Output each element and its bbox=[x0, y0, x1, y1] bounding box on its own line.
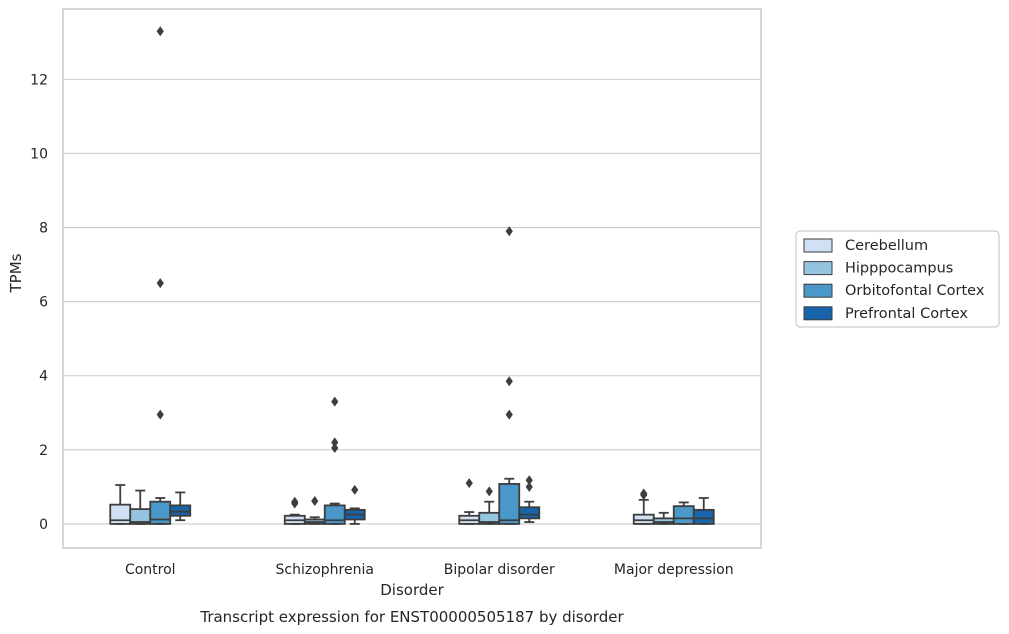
box-0-0 bbox=[109, 484, 132, 525]
box-iqr bbox=[149, 500, 172, 525]
plot-frame bbox=[62, 8, 762, 549]
x-tick-label: Control bbox=[125, 562, 176, 578]
box-2-0 bbox=[149, 26, 172, 525]
x-tick-label: Bipolar disorder bbox=[444, 562, 555, 578]
box-0-2 bbox=[458, 478, 481, 525]
x-tick-label: Schizophrenia bbox=[276, 562, 374, 578]
y-tick-label: 2 bbox=[39, 443, 48, 459]
y-tick-label: 10 bbox=[30, 146, 48, 162]
legend-swatch bbox=[803, 261, 833, 276]
box-iqr bbox=[323, 504, 346, 525]
outlier-point bbox=[331, 437, 339, 448]
box-2-2 bbox=[498, 226, 521, 525]
outlier-point bbox=[525, 481, 533, 492]
outlier-point bbox=[485, 486, 493, 497]
outlier-point bbox=[331, 442, 339, 453]
box-2-3 bbox=[672, 501, 695, 525]
legend-swatch bbox=[803, 283, 833, 298]
y-axis-label: TPMs bbox=[7, 253, 25, 293]
outlier-point bbox=[156, 278, 164, 289]
outlier-point bbox=[331, 396, 339, 407]
box-iqr bbox=[672, 505, 695, 525]
box-0-3 bbox=[632, 488, 655, 525]
gridlines bbox=[63, 78, 761, 525]
box-1-0 bbox=[129, 489, 152, 525]
outlier-point bbox=[465, 478, 473, 489]
box-0-1 bbox=[283, 496, 306, 525]
y-tick-label: 8 bbox=[39, 221, 48, 237]
box-1-3 bbox=[652, 511, 675, 525]
axes: 0 2 4 6 8 10 12 Control Schizophrenia Bipolar dis… bbox=[30, 8, 762, 578]
outlier-point bbox=[156, 409, 164, 420]
legend-label: Orbitofontal Cortex bbox=[845, 283, 985, 299]
box-3-3 bbox=[692, 497, 715, 525]
legend-frame bbox=[795, 230, 1000, 328]
legend-label: Cerebellum bbox=[845, 238, 928, 254]
box-1-2 bbox=[478, 486, 501, 525]
outlier-point bbox=[156, 26, 164, 37]
y-tick-label: 4 bbox=[39, 369, 48, 385]
legend-swatch bbox=[803, 238, 833, 253]
box-iqr bbox=[169, 504, 192, 517]
box-1-1 bbox=[303, 495, 326, 525]
outlier-point bbox=[525, 475, 533, 486]
box-3-1 bbox=[343, 484, 366, 525]
outlier-point bbox=[640, 488, 648, 499]
y-tick-label: 6 bbox=[39, 295, 48, 311]
legend: Cerebellum Hipppocampus Orbitofontal Corte… bbox=[795, 230, 1000, 328]
outlier-point bbox=[311, 495, 319, 506]
box-iqr bbox=[518, 506, 541, 520]
outlier-point bbox=[505, 376, 513, 387]
x-axis-label: Disorder bbox=[380, 581, 444, 599]
y-tick-label: 0 bbox=[39, 517, 48, 533]
legend-swatch bbox=[803, 306, 833, 321]
outlier-point bbox=[291, 496, 299, 507]
outlier-point bbox=[351, 484, 359, 495]
outlier-point bbox=[505, 409, 513, 420]
outlier-point bbox=[505, 226, 513, 237]
chart-title: Transcript expression for ENST0000050518… bbox=[199, 608, 624, 626]
box-2-1 bbox=[323, 396, 346, 525]
x-tick-label: Major depression bbox=[614, 562, 734, 578]
plot-area bbox=[109, 26, 715, 525]
y-tick-label: 12 bbox=[30, 72, 48, 88]
box-iqr bbox=[632, 513, 655, 525]
legend-label: Hipppocampus bbox=[845, 261, 953, 277]
box-iqr bbox=[652, 517, 675, 525]
box-iqr bbox=[498, 483, 521, 525]
box-3-0 bbox=[169, 491, 192, 522]
box-3-2 bbox=[518, 475, 541, 523]
box-iqr bbox=[692, 508, 715, 525]
legend-label: Prefrontal Cortex bbox=[845, 306, 968, 322]
